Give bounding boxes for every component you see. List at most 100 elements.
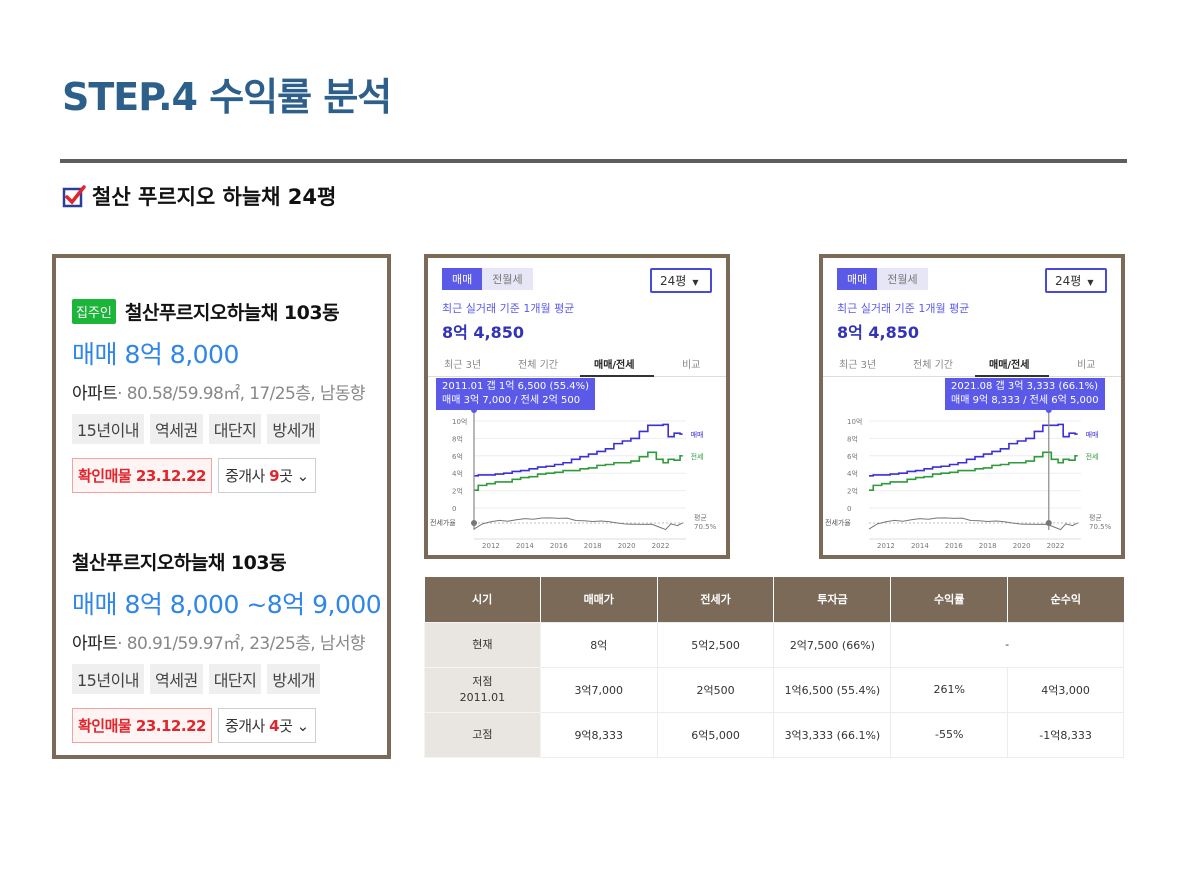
y-tick-label: 4억 [847, 470, 858, 478]
cell-invest: 3억3,333 (66.1%) [773, 711, 892, 758]
return-table: 시기 매매가 전세가 투자금 수익률 순수익 현재 8억 5억2,500 2억7… [424, 577, 1124, 758]
chart-cursor-dot [1045, 407, 1052, 413]
x-tick-label: 2018 [584, 542, 602, 550]
listing-name[interactable]: 철산푸르지오하늘채 103동 [72, 552, 287, 574]
pyeong-select[interactable]: 24평 ▼ [650, 268, 712, 293]
avg-caption: 최근 실거래 기준 1개월 평균 [837, 302, 970, 315]
col-rate: 수익률 [890, 577, 1009, 622]
agents-dropdown[interactable]: 중개사 9곳 ⌄ [217, 458, 316, 493]
ratio-label: 전세가율 [825, 518, 851, 527]
listing-name[interactable]: 철산푸르지오하늘채 103동 [124, 302, 340, 324]
tab-sale[interactable]: 매매 [837, 268, 878, 290]
chart-tabs: 최근 3년 전체 기간 매매/전세 비교 [428, 353, 726, 377]
pyeong-value: 24평 [660, 274, 687, 288]
selected-tab-underline [975, 375, 1049, 377]
tab-recent-3y[interactable]: 최근 3년 [839, 360, 877, 371]
tab-all-period[interactable]: 전체 기간 [913, 360, 953, 371]
page-title: STEP.4 수익률 분석 [62, 75, 392, 119]
y-tick-label: 10억 [847, 418, 862, 426]
caret-down-icon: ▼ [692, 278, 699, 287]
tab-recent-3y[interactable]: 최근 3년 [444, 360, 482, 371]
price-chart-plot[interactable]: 10억 8억 6억 4억 2억 0 2012 2014 2016 2018 2020 2022 매매전세… [823, 258, 1121, 555]
section-subtitle: 철산 푸르지오 하늘채 24평 [62, 181, 336, 211]
x-tick-label: 2022 [652, 542, 670, 550]
tag: 대단지 [208, 664, 262, 694]
listing-type: 아파트 [72, 634, 118, 654]
table-header-row: 시기 매매가 전세가 투자금 수익률 순수익 [424, 577, 1124, 622]
listing-info: 아파트· 80.91/59.97㎡, 23/25층, 남서향 [72, 629, 381, 654]
tag: 15년이내 [72, 414, 145, 444]
y-tick-label: 8억 [452, 435, 463, 443]
tab-compare[interactable]: 비교 [1077, 360, 1096, 371]
ratio-average-label: 평균 [1089, 513, 1102, 522]
listing-price: 매매 8억 8,000 ~8억 9,000 [72, 590, 382, 619]
price-chart-plot[interactable]: 10억 8억 6억 4억 2억 0 2012 2014 2016 2018 2020 2022 매매전세… [428, 258, 726, 555]
verified-badge: 확인매물 23.12.22 [72, 708, 212, 743]
cell-sale: 9억8,333 [539, 711, 658, 758]
y-tick-label: 2억 [452, 488, 463, 496]
y-tick-label: 0 [452, 505, 456, 513]
avg-value: 8억 4,850 [442, 323, 525, 342]
cell-profit: 4억3,000 [1007, 666, 1124, 713]
listing-tags: 15년이내 역세권 대단지 방세개 [72, 414, 365, 444]
table-row: 저점 2011.01 3억7,000 2억500 1억6,500 (55.4%) … [424, 666, 1124, 713]
tag: 역세권 [150, 414, 203, 444]
chevron-down-icon: ⌄ [296, 467, 310, 485]
series-label: 전세 [1086, 452, 1099, 461]
cell-invest: 1억6,500 (55.4%) [773, 666, 892, 713]
agents-dropdown[interactable]: 중개사 4곳 ⌄ [217, 708, 316, 743]
cell-jeonse: 2억500 [656, 666, 775, 713]
x-tick-label: 2014 [911, 542, 929, 550]
price-chart-card: 매매 전월세 24평 ▼ 최근 실거래 기준 1개월 평균 8억 4,850 최근… [424, 254, 730, 559]
tab-sale-jeonse[interactable]: 매매/전세 [989, 360, 1030, 371]
cell-jeonse: 6억5,000 [656, 711, 775, 758]
chart-cursor-dot [471, 520, 477, 526]
tooltip-prices: 매매 3억 7,000 / 전세 2억 500 [442, 395, 581, 406]
ratio-average-label: 평균 [694, 513, 707, 522]
tab-rent[interactable]: 전월세 [482, 268, 533, 290]
tag: 역세권 [150, 664, 203, 694]
col-period: 시기 [424, 577, 541, 622]
price-chart-card: 매매 전월세 24평 ▼ 최근 실거래 기준 1개월 평균 8억 4,850 최근… [819, 254, 1125, 559]
series-label: 매매 [691, 431, 704, 439]
col-jeonse: 전세가 [657, 577, 775, 622]
series-label: 매매 [1086, 431, 1099, 439]
cell-period-label: 저점 [472, 674, 493, 688]
listing-item[interactable]: 철산푸르지오하늘채 103동 매매 8억 8,000 ~8억 9,000 아파트… [72, 548, 382, 743]
x-tick-label: 2022 [1047, 542, 1065, 550]
series-line-sale [474, 423, 683, 477]
cell-profit: -1억8,333 [1007, 711, 1124, 758]
y-tick-label: 10억 [452, 418, 467, 426]
tooltip-gap: 2021.08 갭 3억 3,333 (66.1%) [951, 381, 1099, 392]
agents-count: 9 [269, 467, 280, 485]
tab-rent[interactable]: 전월세 [877, 268, 928, 290]
listing-item[interactable]: 집주인 철산푸르지오하늘채 103동 매매 8억 8,000 아파트· 80.5… [72, 298, 366, 493]
cell-sale: 8억 [539, 621, 658, 668]
series-label: 전세 [691, 452, 704, 461]
col-profit: 순수익 [1007, 577, 1124, 622]
chart-cursor-dot [1045, 520, 1052, 526]
cell-jeonse: 5억2,500 [656, 621, 775, 668]
tab-all-period[interactable]: 전체 기간 [518, 360, 558, 371]
series-line-sale [869, 423, 1078, 477]
tab-sale-jeonse[interactable]: 매매/전세 [594, 360, 635, 371]
cell-period: 고점 [424, 711, 541, 758]
x-tick-label: 2014 [516, 542, 534, 550]
cell-invest: 2억7,500 (66%) [773, 621, 892, 668]
listing-tags: 15년이내 역세권 대단지 방세개 [72, 664, 381, 694]
tag: 15년이내 [72, 664, 145, 694]
agents-unit: 곳 [279, 717, 293, 735]
checkbox-checked-icon [62, 184, 86, 208]
cell-rate: -55% [890, 711, 1009, 758]
y-tick-label: 6억 [452, 453, 463, 461]
y-tick-label: 6억 [847, 453, 858, 461]
ratio-line [868, 517, 1078, 531]
pyeong-select[interactable]: 24평 ▼ [1045, 268, 1107, 293]
col-sale: 매매가 [540, 577, 658, 622]
agents-unit: 곳 [279, 467, 293, 485]
x-tick-label: 2012 [877, 542, 895, 550]
y-tick-label: 8억 [847, 435, 858, 443]
tab-compare[interactable]: 비교 [682, 360, 701, 371]
tab-sale[interactable]: 매매 [442, 268, 483, 290]
chart-cursor-dot [471, 407, 477, 413]
